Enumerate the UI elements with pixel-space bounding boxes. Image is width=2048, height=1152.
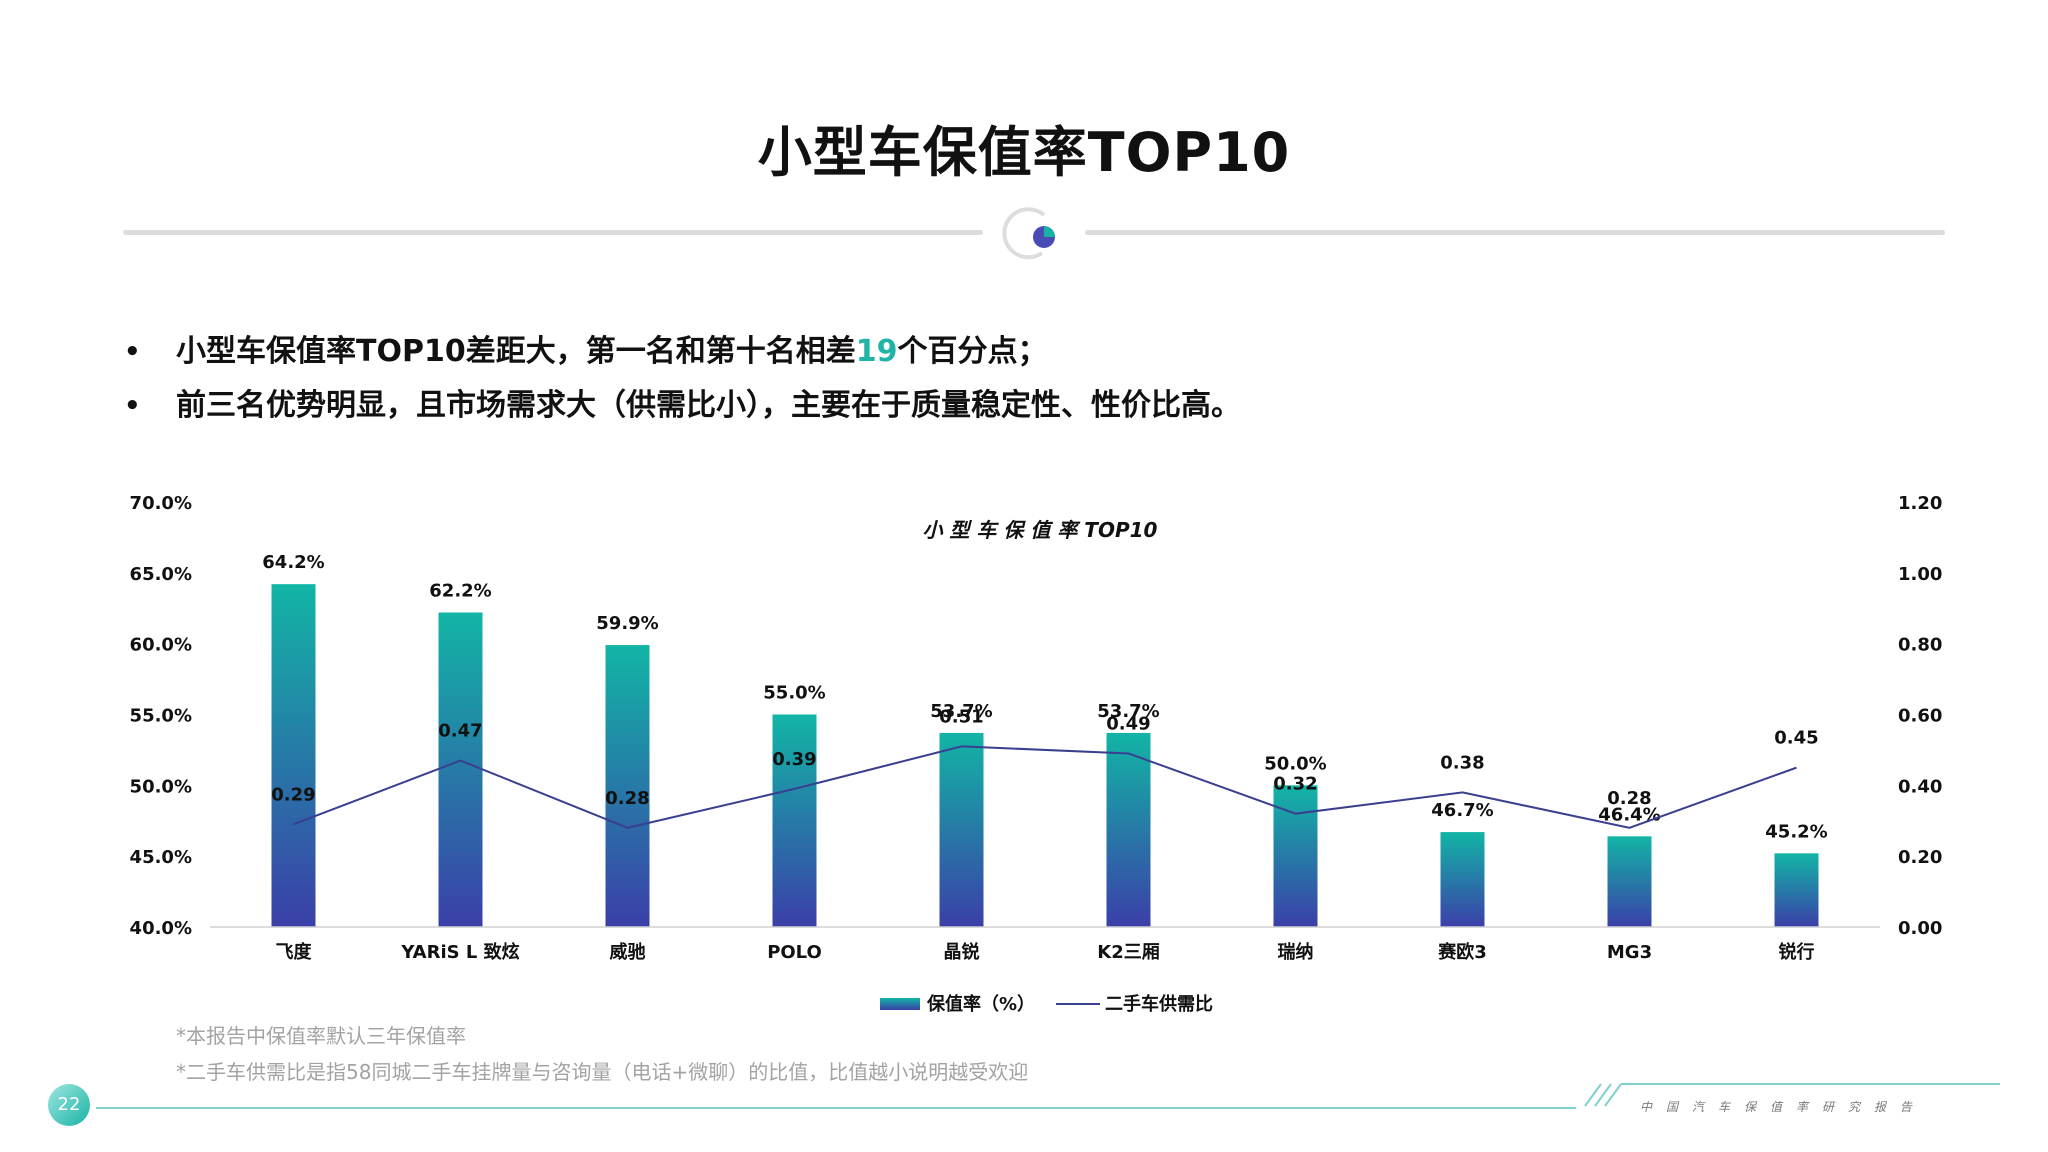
category-label: 锐行 [1779, 941, 1815, 963]
bar-value-label: 53.7% [930, 701, 992, 722]
y-left-tick-label: 40.0% [130, 918, 192, 939]
bar-value-label: 64.2% [262, 552, 324, 573]
line-value-label: 0.51 [939, 706, 983, 727]
bar-5 [939, 732, 984, 927]
legend-bar-swatch [880, 998, 920, 1010]
bar-value-label: 46.7% [1431, 800, 1493, 821]
category-label: YARiS L 致炫 [400, 941, 519, 963]
footnote-retention: *本报告中保值率默认三年保值率 [176, 1024, 466, 1048]
summary-bullets: 小型车保值率TOP10差距大，第一名和第十名相差19个百分点； 前三名优势明显，… [118, 328, 1241, 436]
divider-ornament-icon [1002, 207, 1055, 260]
y-right-tick-label: 0.60 [1898, 706, 1942, 727]
line-value-label: 0.49 [1106, 713, 1150, 734]
page-number: 22 [48, 1084, 90, 1126]
footer-stripes-icon [1584, 1083, 2000, 1107]
bar-9 [1607, 836, 1652, 927]
supply-demand-line [293, 745, 1797, 829]
footer-report-name: 中国汽车保值率研究报告 [1640, 1100, 1927, 1114]
footer-rule [96, 1107, 1576, 1109]
line-value-label: 0.28 [1607, 788, 1651, 809]
title-divider-right [1085, 230, 1945, 235]
bar-value-label: 55.0% [763, 683, 825, 704]
bar-1 [271, 584, 316, 927]
y-right-tick-label: 0.00 [1898, 918, 1942, 939]
bar-6 [1106, 732, 1151, 927]
line-value-label: 0.39 [772, 749, 816, 770]
bar-value-label: 45.2% [1765, 821, 1827, 842]
category-label: 瑞纳 [1278, 941, 1314, 963]
bar-value-label: 50.0% [1264, 753, 1326, 774]
bar-2 [438, 612, 483, 927]
chart-title: 小 型 车 保 值 率 TOP10 [923, 518, 1158, 542]
bullet-text-end: 个百分点； [897, 334, 1048, 369]
y-left-tick-label: 65.0% [130, 564, 192, 585]
y-right-tick-label: 0.80 [1898, 635, 1942, 656]
bullet-text: 前三名优势明显，且市场需求大（供需比小），主要在于质量稳定性、性价比高。 [176, 388, 1241, 423]
bar-value-label: 53.7% [1097, 701, 1159, 722]
title-divider-left [123, 230, 983, 235]
legend-line-label: 二手车供需比 [1105, 993, 1213, 1015]
category-label: 威驰 [610, 941, 646, 963]
legend-bar-label: 保值率（%） [926, 993, 1035, 1015]
bar-10 [1774, 853, 1819, 927]
bar-7 [1273, 785, 1318, 927]
bullet-text: 小型车保值率TOP10差距大，第一名和第十名相差 [176, 334, 856, 369]
line-value-label: 0.29 [271, 784, 315, 805]
category-label: 飞度 [276, 941, 313, 963]
bullet-item: 前三名优势明显，且市场需求大（供需比小），主要在于质量稳定性、性价比高。 [118, 382, 1241, 436]
line-value-label: 0.45 [1774, 728, 1818, 749]
bar-value-label: 46.4% [1598, 804, 1660, 825]
y-left-tick-label: 50.0% [130, 776, 192, 797]
bar-4 [772, 714, 817, 927]
bar-8 [1440, 832, 1485, 927]
bullet-item: 小型车保值率TOP10差距大，第一名和第十名相差19个百分点； [118, 328, 1241, 382]
bar-value-label: 59.9% [596, 613, 658, 634]
retention-rate-chart: 小 型 车 保 值 率 TOP10 40.0% 45.0% 50.0% 55.0% 60… [130, 493, 1943, 1015]
page-title: 小型车保值率TOP10 [757, 121, 1291, 184]
category-label: 晶锐 [944, 941, 980, 963]
bar-value-label: 62.2% [429, 581, 491, 602]
line-value-label: 0.47 [438, 721, 482, 742]
category-label: MG3 [1607, 942, 1652, 963]
y-left-tick-label: 60.0% [130, 635, 192, 656]
category-label: 赛欧3 [1437, 941, 1487, 963]
bullet-highlight: 19 [855, 334, 898, 369]
y-right-tick-label: 1.20 [1898, 493, 1942, 514]
line-value-label: 0.32 [1273, 774, 1317, 795]
y-right-tick-label: 0.40 [1898, 776, 1942, 797]
y-left-tick-label: 45.0% [130, 847, 192, 868]
footnote-supply-demand: *二手车供需比是指58同城二手车挂牌量与咨询量（电话+微聊）的比值，比值越小说明… [176, 1060, 1029, 1084]
bar-3 [605, 645, 650, 927]
line-value-label: 0.38 [1440, 752, 1484, 773]
y-left-tick-label: 55.0% [130, 706, 192, 727]
category-label: K2三厢 [1097, 942, 1159, 963]
y-right-tick-label: 1.00 [1898, 564, 1942, 585]
y-left-tick-label: 70.0% [130, 493, 192, 514]
y-right-tick-label: 0.20 [1898, 847, 1942, 868]
line-value-label: 0.28 [605, 788, 649, 809]
category-label: POLO [767, 942, 822, 963]
